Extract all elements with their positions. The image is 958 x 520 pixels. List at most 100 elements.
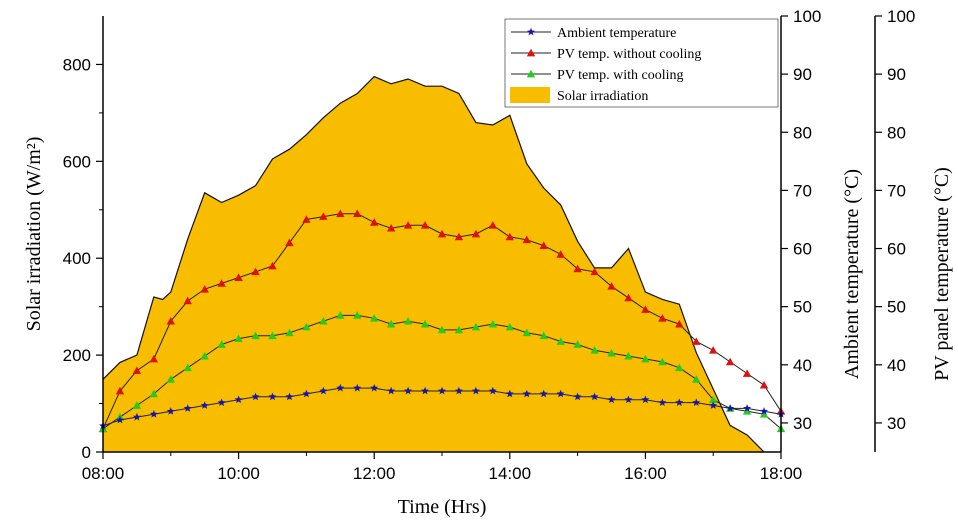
y-left-tick-label: 800 <box>63 55 91 74</box>
pv-panel-temperature-axis: 30 40 50 60 70 80 90 100 PV panel temperature (°… <box>875 7 953 433</box>
y-right1-tick-label: 80 <box>793 123 812 142</box>
pv-temp-with-cooling-point <box>234 334 243 342</box>
y-right1-tick-label: 70 <box>793 181 812 200</box>
pv-temp-with-cooling-point <box>437 325 447 334</box>
ambient-temperature-point <box>743 404 752 412</box>
ambient-temperature-point <box>183 404 192 412</box>
pv-temp-with-cooling-series <box>98 311 786 433</box>
x-tick-label: 12:00 <box>353 464 396 483</box>
pv-temp-without-cooling-point <box>454 232 464 241</box>
legend-label: PV temp. with cooling <box>557 68 684 83</box>
pv-temp-without-cooling-point <box>302 215 311 223</box>
pv-temp-without-cooling-point <box>268 261 277 270</box>
x-tick-label: 08:00 <box>82 464 125 483</box>
y-right1-tick-label: 100 <box>793 7 821 26</box>
pv-temp-without-cooling-point <box>641 305 650 313</box>
ambient-temperature-point <box>455 386 463 395</box>
x-axis: 08:00 10:00 12:00 14:00 16:00 18:00 Time (Hrs) <box>82 452 803 518</box>
x-tick-label: 16:00 <box>624 464 667 483</box>
ambient-temperature-point <box>692 398 701 406</box>
pv-temp-with-cooling-point <box>675 363 684 372</box>
ambient-temperature-point <box>132 412 141 421</box>
irradiation-area-layer <box>102 75 765 453</box>
ambient-temperature-point <box>438 386 446 395</box>
y-right2-tick-label: 90 <box>887 65 906 84</box>
x-axis-title: Time (Hrs) <box>398 496 487 518</box>
pv-temp-without-cooling-point <box>386 223 396 232</box>
ambient-temperature-point <box>539 389 548 398</box>
pv-temp-with-cooling-point <box>505 322 514 331</box>
ambient-temperature-point <box>471 386 480 395</box>
y-left-tick-label: 200 <box>63 346 91 365</box>
y-right1-tick-label: 90 <box>793 65 812 84</box>
pv-temp-without-cooling-point <box>658 314 667 322</box>
pv-temp-with-cooling-point <box>386 319 396 328</box>
pv-temp-without-cooling-point <box>200 285 209 293</box>
pv-temp-without-cooling-point <box>556 250 565 258</box>
pv-temp-with-cooling-point <box>590 346 599 354</box>
x-tick-label: 14:00 <box>489 464 532 483</box>
pv-temp-with-cooling-point <box>539 331 548 340</box>
ambient-temperature-point <box>488 386 497 395</box>
series-lines-layer <box>98 209 786 433</box>
pv-temp-with-cooling-point <box>607 348 616 357</box>
pv-temp-with-cooling-point <box>709 395 718 404</box>
pv-temp-with-cooling-point <box>302 322 311 331</box>
pv-temp-with-cooling-point <box>658 357 667 366</box>
pv-temp-with-cooling-point <box>370 314 379 322</box>
pv-temp-without-cooling-point <box>725 357 735 366</box>
legend-marker <box>527 27 535 36</box>
legend-entry: PV temp. without cooling <box>511 47 701 62</box>
y-right2-tick-label: 60 <box>887 240 906 259</box>
x-tick-label: 18:00 <box>760 464 803 483</box>
pv-temp-with-cooling-point <box>573 340 582 348</box>
y-left-axis-title: Solar irradiation (W/m²) <box>23 137 45 332</box>
y-right2-tick-label: 50 <box>887 298 906 317</box>
y-right1-tick-label: 30 <box>793 414 812 433</box>
x-tick-label: 10:00 <box>217 464 260 483</box>
pv-temp-without-cooling-series <box>98 209 786 433</box>
legend-entry: Solar irradiation <box>510 87 648 104</box>
pv-temp-with-cooling-point <box>420 319 430 328</box>
ambient-temperature-point <box>658 398 667 406</box>
ambient-temperature-point <box>505 389 514 398</box>
legend-label: Solar irradiation <box>557 89 648 104</box>
ambient-temperature-point <box>116 415 124 424</box>
ambient-temperature-point <box>251 392 260 401</box>
pv-temp-without-cooling-point <box>217 279 226 287</box>
pv-temp-without-cooling-point <box>115 386 125 395</box>
pv-temp-without-cooling-point <box>437 229 447 238</box>
pv-temp-with-cooling-point <box>556 337 565 345</box>
legend-marker <box>526 69 536 78</box>
y-right1-tick-label: 50 <box>793 298 812 317</box>
ambient-temperature-point <box>268 392 277 401</box>
pv-temp-without-cooling-point <box>132 366 142 374</box>
pv-temp-without-cooling-point <box>607 282 616 290</box>
pv-temp-without-cooling-point <box>522 235 531 244</box>
pv-temp-without-cooling-point <box>420 221 430 229</box>
ambient-temperature-point <box>319 386 328 395</box>
pv-temp-without-cooling-point <box>183 296 192 305</box>
pv-temp-without-cooling-point <box>370 218 379 226</box>
ambient-temperature-point <box>166 407 175 415</box>
pv-temp-with-cooling-point <box>268 331 277 340</box>
legend-box <box>504 18 779 108</box>
pv-temp-with-cooling-point <box>692 375 701 383</box>
pv-temp-with-cooling-point <box>251 331 260 340</box>
ambient-temperature-point <box>675 398 684 406</box>
pv-temp-with-cooling-point <box>488 319 498 328</box>
pv-temp-with-cooling-point <box>471 322 481 331</box>
y-right2-tick-label: 70 <box>887 181 906 200</box>
y-right1-tick-label: 60 <box>793 240 812 259</box>
pv-temp-without-cooling-point <box>590 267 599 276</box>
pv-temp-without-cooling-point <box>336 209 345 218</box>
pv-temp-without-cooling-point <box>319 212 328 220</box>
pv-temp-without-cooling-point <box>709 346 718 354</box>
pv-temp-without-cooling-point <box>675 319 684 328</box>
legend-swatch <box>510 87 550 103</box>
pv-temp-with-cooling-point <box>132 401 142 409</box>
legend-label: Ambient temperature <box>557 26 676 41</box>
ambient-temperature-point <box>234 395 243 404</box>
ambient-temperature-point <box>302 389 311 398</box>
